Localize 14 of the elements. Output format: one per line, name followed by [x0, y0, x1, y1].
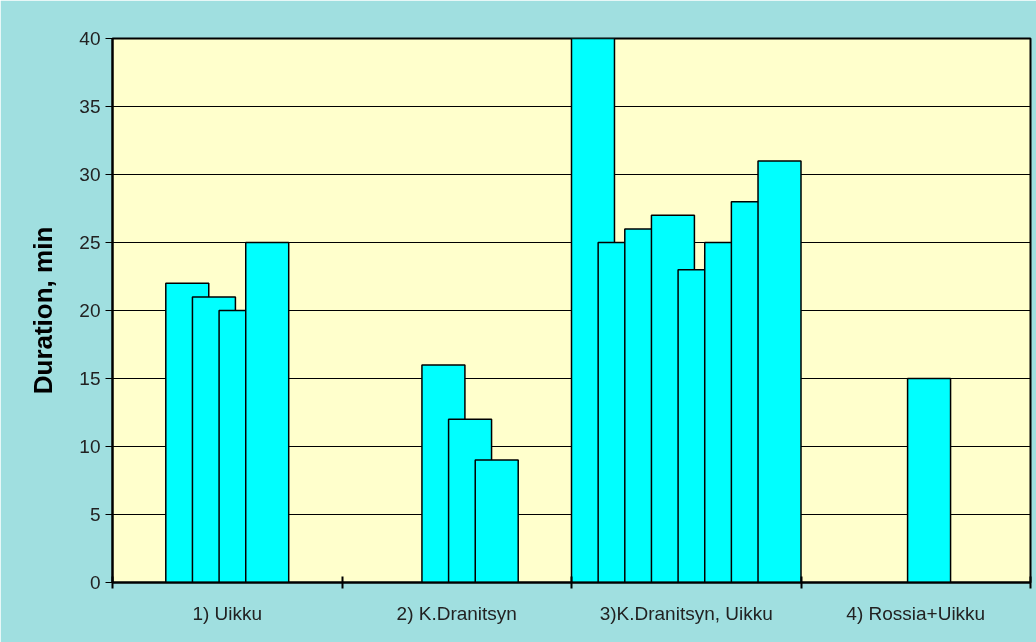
y-tick-label: 40 — [79, 28, 101, 49]
x-tick-label: 1) Uikku — [192, 602, 263, 624]
y-tick-label: 25 — [79, 232, 101, 253]
y-tick-label: 15 — [79, 368, 101, 389]
x-tick-label: 2) K.Dranitsyn — [396, 602, 517, 624]
y-tick-label: 30 — [79, 164, 101, 185]
y-tick-label: 35 — [79, 96, 101, 117]
y-tick-label: 10 — [79, 436, 101, 457]
y-tick-label: 20 — [79, 300, 101, 321]
y-axis-title: Duration, min — [28, 226, 59, 395]
x-tick-label: 3)K.Dranitsyn, Uikku — [599, 602, 773, 624]
y-tick-label: 0 — [89, 572, 101, 593]
x-tick-label: 4) Rossia+Uikku — [846, 602, 986, 624]
y-tick-label: 5 — [89, 504, 101, 525]
